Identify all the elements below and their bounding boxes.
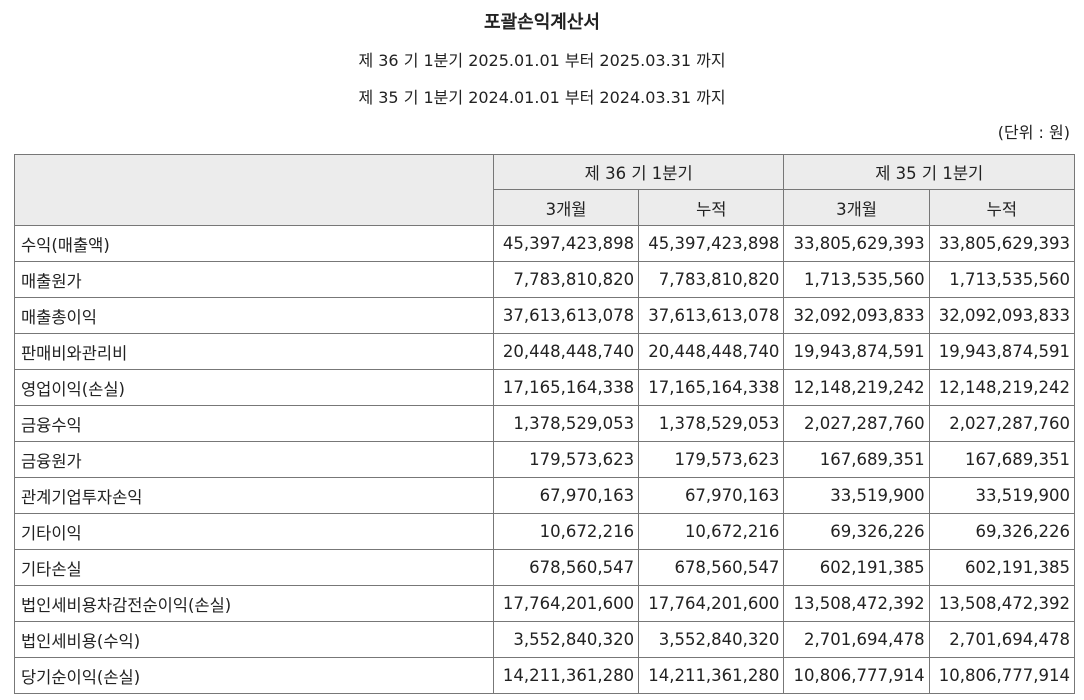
row-value: 12,148,219,242 [783, 369, 930, 406]
unit-label: (단위 : 원) [997, 123, 1070, 142]
row-value: 602,191,385 [783, 549, 930, 586]
table-row: 판매비와관리비 20,448,448,740 20,448,448,740 19,94… [14, 333, 1076, 370]
row-value: 678,560,547 [492, 549, 640, 586]
row-value: 33,805,629,393 [783, 225, 930, 262]
row-value: 32,092,093,833 [928, 297, 1076, 334]
row-label: 매출총이익 [14, 297, 494, 334]
row-value: 19,943,874,591 [783, 333, 930, 370]
row-label: 영업이익(손실) [14, 369, 494, 406]
row-value: 179,573,623 [638, 441, 785, 478]
row-value: 13,508,472,392 [928, 585, 1076, 622]
row-value: 602,191,385 [928, 549, 1076, 586]
row-value: 10,672,216 [638, 513, 785, 550]
table-row: 관계기업투자손익 67,970,163 67,970,163 33,519,900 33… [14, 477, 1076, 514]
row-value: 33,805,629,393 [928, 225, 1076, 262]
row-value: 67,970,163 [638, 477, 785, 514]
table-row: 법인세비용차감전순이익(손실) 17,764,201,600 17,764,201,… [14, 585, 1076, 622]
row-value: 3,552,840,320 [492, 621, 640, 658]
row-value: 69,326,226 [928, 513, 1076, 550]
row-value: 17,165,164,338 [638, 369, 785, 406]
row-value: 19,943,874,591 [928, 333, 1076, 370]
row-value: 7,783,810,820 [638, 261, 785, 298]
row-label: 법인세비용차감전순이익(손실) [14, 585, 494, 622]
row-value: 2,027,287,760 [928, 405, 1076, 442]
row-label: 기타이익 [14, 513, 494, 550]
row-value: 17,764,201,600 [492, 585, 640, 622]
row-label: 당기순이익(손실) [14, 657, 494, 694]
row-value: 45,397,423,898 [638, 225, 785, 262]
header-period-current: 제 36 기 1분기 [492, 154, 785, 190]
row-value: 20,448,448,740 [492, 333, 640, 370]
table-row: 매출총이익 37,613,613,078 37,613,613,078 32,092,… [14, 297, 1076, 334]
header-current-cumulative: 누적 [638, 189, 785, 226]
row-value: 678,560,547 [638, 549, 785, 586]
header-prior-cumulative: 누적 [928, 189, 1076, 226]
row-value: 167,689,351 [928, 441, 1076, 478]
income-statement-table: 제 36 기 1분기 제 35 기 1분기 3개월 누적 3개월 누적 수익(매… [14, 154, 1076, 694]
row-label: 금융원가 [14, 441, 494, 478]
row-value: 14,211,361,280 [638, 657, 785, 694]
row-value: 2,701,694,478 [783, 621, 930, 658]
row-value: 13,508,472,392 [783, 585, 930, 622]
row-label: 수익(매출액) [14, 225, 494, 262]
row-value: 10,672,216 [492, 513, 640, 550]
row-label: 금융수익 [14, 405, 494, 442]
row-value: 179,573,623 [492, 441, 640, 478]
period-prior: 제 35 기 1분기 2024.01.01 부터 2024.03.31 까지 [358, 88, 726, 107]
table-row: 영업이익(손실) 17,165,164,338 17,165,164,338 12,1… [14, 369, 1076, 406]
row-value: 1,378,529,053 [492, 405, 640, 442]
row-value: 10,806,777,914 [928, 657, 1076, 694]
row-label: 관계기업투자손익 [14, 477, 494, 514]
header-current-3months: 3개월 [492, 189, 640, 226]
table-row: 당기순이익(손실) 14,211,361,280 14,211,361,280 10,… [14, 657, 1076, 694]
table-row: 수익(매출액) 45,397,423,898 45,397,423,898 33,80… [14, 225, 1076, 262]
row-value: 7,783,810,820 [492, 261, 640, 298]
row-value: 14,211,361,280 [492, 657, 640, 694]
row-label: 법인세비용(수익) [14, 621, 494, 658]
row-value: 67,970,163 [492, 477, 640, 514]
table-row: 금융원가 179,573,623 179,573,623 167,689,351 167… [14, 441, 1076, 478]
table-row: 금융수익 1,378,529,053 1,378,529,053 2,027,287,… [14, 405, 1076, 442]
statement-title: 포괄손익계산서 [484, 12, 600, 33]
row-value: 33,519,900 [928, 477, 1076, 514]
row-value: 20,448,448,740 [638, 333, 785, 370]
row-value: 45,397,423,898 [492, 225, 640, 262]
row-label: 매출원가 [14, 261, 494, 298]
row-value: 1,713,535,560 [928, 261, 1076, 298]
period-current: 제 36 기 1분기 2025.01.01 부터 2025.03.31 까지 [358, 51, 726, 70]
row-value: 37,613,613,078 [492, 297, 640, 334]
row-label: 기타손실 [14, 549, 494, 586]
row-value: 167,689,351 [783, 441, 930, 478]
row-value: 12,148,219,242 [928, 369, 1076, 406]
row-value: 17,764,201,600 [638, 585, 785, 622]
row-value: 37,613,613,078 [638, 297, 785, 334]
row-value: 17,165,164,338 [492, 369, 640, 406]
table-row: 기타이익 10,672,216 10,672,216 69,326,226 69,326… [14, 513, 1076, 550]
row-value: 1,713,535,560 [783, 261, 930, 298]
row-label: 판매비와관리비 [14, 333, 494, 370]
row-value: 32,092,093,833 [783, 297, 930, 334]
table-body: 수익(매출액) 45,397,423,898 45,397,423,898 33,80… [14, 225, 1076, 694]
row-value: 3,552,840,320 [638, 621, 785, 658]
row-value: 2,701,694,478 [928, 621, 1076, 658]
table-row: 법인세비용(수익) 3,552,840,320 3,552,840,320 2,701… [14, 621, 1076, 658]
header-account-blank [14, 154, 494, 226]
table-row: 매출원가 7,783,810,820 7,783,810,820 1,713,535,… [14, 261, 1076, 298]
row-value: 33,519,900 [783, 477, 930, 514]
header-prior-3months: 3개월 [783, 189, 930, 226]
table-row: 기타손실 678,560,547 678,560,547 602,191,385 602… [14, 549, 1076, 586]
row-value: 2,027,287,760 [783, 405, 930, 442]
header-period-prior: 제 35 기 1분기 [783, 154, 1075, 190]
row-value: 69,326,226 [783, 513, 930, 550]
row-value: 1,378,529,053 [638, 405, 785, 442]
row-value: 10,806,777,914 [783, 657, 930, 694]
